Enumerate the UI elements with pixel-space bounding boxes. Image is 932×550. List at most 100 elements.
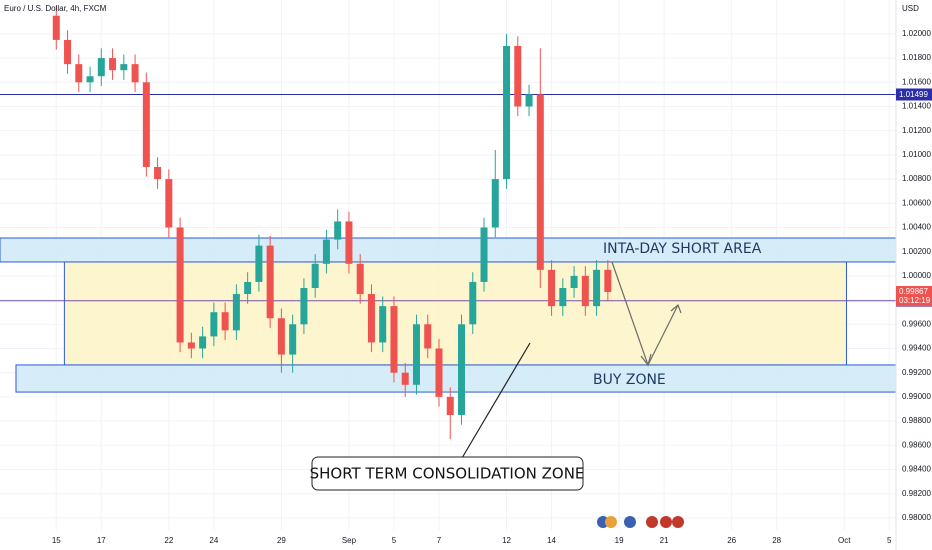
candle-body bbox=[514, 45, 522, 107]
candle-body bbox=[187, 342, 195, 349]
candle-body bbox=[379, 306, 387, 343]
x-tick-label: 28 bbox=[772, 536, 781, 545]
annotation: SHORT TERM CONSOLIDATION ZONE bbox=[310, 465, 585, 483]
zones bbox=[0, 237, 897, 393]
y-tick-label: 0.99600 bbox=[902, 319, 931, 328]
candle-body bbox=[570, 275, 578, 288]
last-price-label: 0.99867 bbox=[899, 287, 928, 296]
zone bbox=[0, 237, 897, 263]
candle-body bbox=[458, 324, 466, 416]
candle-body bbox=[401, 372, 409, 385]
y-tick-label: 1.02000 bbox=[902, 29, 931, 38]
zone bbox=[15, 364, 897, 393]
candle-body bbox=[142, 82, 150, 167]
icon bbox=[660, 516, 672, 528]
candle-body bbox=[503, 45, 511, 180]
x-tick-label: 21 bbox=[660, 536, 669, 545]
candle-body bbox=[86, 76, 94, 83]
candle-body bbox=[412, 324, 420, 385]
candle-body bbox=[345, 221, 353, 264]
y-axis-label: USD bbox=[902, 4, 919, 13]
candle-body bbox=[97, 58, 105, 77]
x-tick-label: 29 bbox=[277, 536, 286, 545]
candle-body bbox=[593, 269, 601, 307]
y-tick-label: 0.98800 bbox=[902, 416, 931, 425]
candle-body bbox=[390, 306, 398, 373]
countdown: 03:12:19 bbox=[899, 296, 931, 305]
candle-body bbox=[559, 287, 567, 307]
candle-body bbox=[199, 336, 207, 349]
x-tick-label: 24 bbox=[209, 536, 218, 545]
x-tick-label: 15 bbox=[52, 536, 61, 545]
y-tick-label: 1.01400 bbox=[902, 102, 931, 111]
x-axis: 15 17 22 24 29 Sep 5 7 12 14 19 21 26 28 Oct 5 bbox=[52, 536, 892, 545]
y-tick-label: 0.99000 bbox=[902, 392, 931, 401]
x-tick-label: 5 bbox=[392, 536, 397, 545]
x-tick-label: 22 bbox=[164, 536, 173, 545]
candle-body bbox=[300, 287, 308, 325]
x-tick-label: 19 bbox=[615, 536, 624, 545]
candle-body bbox=[154, 166, 162, 180]
callout-box bbox=[311, 456, 584, 491]
candle-body bbox=[525, 94, 533, 107]
y-tick-label: 1.00200 bbox=[902, 247, 931, 256]
arrow-head bbox=[640, 353, 652, 367]
candle-body bbox=[289, 324, 297, 355]
x-tick-label: 14 bbox=[547, 536, 556, 545]
y-tick-label: 1.01800 bbox=[902, 53, 931, 62]
icon bbox=[646, 516, 658, 528]
icon bbox=[672, 516, 684, 528]
annotation: INTA-DAY SHORT AREA bbox=[603, 241, 762, 257]
y-tick-label: 0.99200 bbox=[902, 368, 931, 377]
candle-body bbox=[435, 348, 443, 397]
y-tick-label: 1.00800 bbox=[902, 174, 931, 183]
arrows bbox=[452, 261, 682, 459]
x-tick-label: 17 bbox=[97, 536, 106, 545]
chart-title: Euro / U.S. Dollar, 4h, FXCM bbox=[4, 4, 107, 13]
candle-body bbox=[176, 227, 184, 343]
candle-body bbox=[131, 64, 139, 83]
y-tick-label: 0.98400 bbox=[902, 465, 931, 474]
y-tick-label: 1.01200 bbox=[902, 126, 931, 135]
x-axis-bg bbox=[0, 530, 896, 550]
price-tag bbox=[896, 88, 932, 101]
candle-body bbox=[75, 64, 83, 83]
candle-body bbox=[581, 275, 589, 307]
last-price-tag bbox=[896, 285, 932, 306]
candle-body bbox=[469, 281, 477, 325]
candle-body bbox=[52, 15, 60, 40]
candle-body bbox=[356, 263, 364, 295]
x-tick-label: 5 bbox=[887, 536, 892, 545]
candle-body bbox=[322, 239, 330, 264]
candle-body bbox=[367, 294, 375, 343]
event-icons bbox=[597, 516, 684, 528]
callout-line bbox=[461, 342, 531, 459]
candle-body bbox=[334, 221, 342, 240]
y-tick-label: 1.00600 bbox=[902, 198, 931, 207]
candle-body bbox=[277, 318, 285, 355]
x-tick-label: 12 bbox=[502, 536, 511, 545]
y-tick-label: 1.01000 bbox=[902, 150, 931, 159]
arrow-head bbox=[670, 303, 682, 314]
candle-body bbox=[221, 312, 229, 331]
candle-body bbox=[311, 263, 319, 288]
candles bbox=[52, 6, 612, 440]
candle-body bbox=[266, 245, 274, 319]
x-tick-label: Oct bbox=[838, 536, 851, 545]
y-axis: 0.98000 0.98200 0.98400 0.98600 0.98800 0.990… bbox=[896, 29, 932, 522]
candle-body bbox=[536, 94, 544, 270]
y-tick-label: 1.00400 bbox=[902, 223, 931, 232]
candle-body bbox=[120, 64, 128, 71]
x-tick-label: 26 bbox=[727, 536, 736, 545]
candle-body bbox=[64, 39, 72, 65]
candle-body bbox=[446, 396, 454, 416]
icon bbox=[605, 516, 617, 528]
candle-body bbox=[548, 269, 556, 307]
candle-body bbox=[165, 179, 173, 228]
y-tick-label: 0.98600 bbox=[902, 440, 931, 449]
candle-body bbox=[232, 294, 240, 331]
x-tick-label: 7 bbox=[437, 536, 442, 545]
y-tick-label: 0.99400 bbox=[902, 344, 931, 353]
candle-body bbox=[480, 227, 488, 282]
